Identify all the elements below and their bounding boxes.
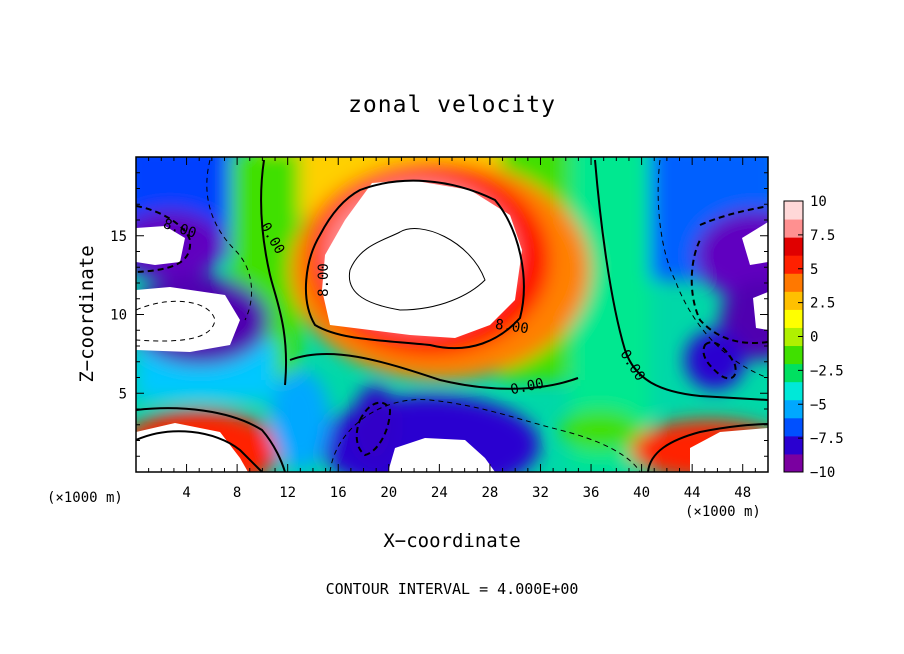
colorbar-tick-label: −7.5	[810, 431, 844, 447]
colorbar-swatch	[784, 255, 803, 274]
contour-zero	[260, 159, 768, 401]
y-tick-label: 5	[119, 386, 127, 402]
colorbar-ticks: 10 7.5 5 2.5 0 −2.5 −5 −7.5 −10	[798, 194, 844, 481]
colorbar-swatch	[784, 381, 803, 401]
x-tick-marks	[148, 157, 756, 472]
colorbar-tick-label: 0	[810, 330, 818, 346]
x-tick-label: 16	[330, 485, 347, 501]
x-unit-label-left: (×1000 m)	[47, 490, 123, 506]
colorbar-swatch	[784, 345, 803, 365]
colorbar-tick-label: 2.5	[810, 296, 835, 312]
colorbar-swatch	[784, 417, 803, 437]
colorbar-swatch	[784, 309, 803, 328]
x-tick-label: 8	[233, 485, 241, 501]
field-region	[695, 210, 768, 300]
x-tick-label: 24	[431, 485, 448, 501]
y-tick-label: 10	[110, 308, 127, 324]
contour-label: 8.00	[316, 263, 332, 297]
x-tick-label: 40	[633, 485, 650, 501]
saturated-region	[742, 222, 768, 265]
colorbar-tick-label: −5	[810, 397, 827, 413]
colorbar-tick-label: −10	[810, 465, 835, 481]
field-region	[353, 385, 397, 465]
colorbar-swatch	[784, 201, 803, 220]
saturated-region	[690, 428, 768, 472]
colorbar-swatch	[784, 363, 803, 383]
x-axis-label: X−coordinate	[383, 530, 520, 552]
contour-labels: 8.00 0.00 8.00 8.00 0.00 0.00	[161, 216, 648, 399]
contour-eight	[348, 228, 486, 311]
colorbar-tick-label: −2.5	[810, 363, 844, 379]
contour-label: 0.00	[509, 376, 545, 399]
field-region	[685, 330, 745, 390]
saturated-region	[753, 292, 768, 330]
colorbar-swatch	[784, 291, 803, 310]
y-tick-labels: 5 10 15	[110, 229, 127, 403]
contour-neg-four	[329, 399, 641, 472]
contour-zero	[136, 407, 286, 472]
saturated-region	[136, 287, 240, 352]
contour-eight	[647, 423, 768, 472]
colorbar-tick-label: 5	[810, 262, 818, 278]
x-tick-label: 32	[532, 485, 549, 501]
colorbar-swatch	[784, 327, 803, 347]
contour-interval-note: CONTOUR INTERVAL = 4.000E+00	[326, 580, 579, 598]
x-tick-labels: 4 8 12 16 20 24 28 32 36 40 44 48	[182, 485, 751, 501]
x-tick-label: 48	[734, 485, 751, 501]
y-tick-marks	[136, 172, 768, 457]
contour-eight	[304, 179, 525, 350]
colorbar-tick-label: 7.5	[810, 228, 835, 244]
colorbar-swatch	[784, 219, 803, 238]
chart-title: zonal velocity	[348, 92, 556, 118]
x-tick-label: 44	[684, 485, 701, 501]
colorbar-tick-label: 10	[810, 194, 827, 210]
x-tick-label: 12	[279, 485, 296, 501]
colorbar-swatch	[784, 399, 803, 419]
x-tick-label: 20	[380, 485, 397, 501]
contour-neg-eight	[702, 341, 737, 380]
x-unit-label-right: (×1000 m)	[685, 504, 761, 520]
colorbar-swatch	[784, 435, 803, 455]
colorbar-swatch	[784, 237, 803, 256]
velocity-field	[136, 157, 768, 472]
y-tick-label: 15	[110, 229, 127, 245]
saturated-region	[136, 423, 248, 472]
contour-neg-eight	[355, 401, 392, 457]
saturated-region	[136, 226, 185, 265]
colorbar-swatch	[784, 273, 803, 292]
colorbar	[784, 201, 803, 473]
contour-neg-four	[136, 300, 216, 342]
field-region	[560, 410, 640, 450]
contour-label: 8.00	[494, 317, 530, 338]
contour-neg-eight	[136, 205, 192, 273]
contour-eight	[136, 430, 263, 472]
saturated-region	[322, 180, 522, 338]
y-axis-label: Z−coordinate	[76, 245, 98, 382]
x-tick-label: 28	[481, 485, 498, 501]
x-tick-label: 4	[182, 485, 190, 501]
colorbar-swatch	[784, 453, 803, 473]
contour-neg-eight	[690, 205, 768, 344]
saturated-region	[388, 438, 495, 472]
x-tick-label: 36	[583, 485, 600, 501]
field-region	[270, 370, 330, 470]
contour-lines	[136, 159, 768, 472]
